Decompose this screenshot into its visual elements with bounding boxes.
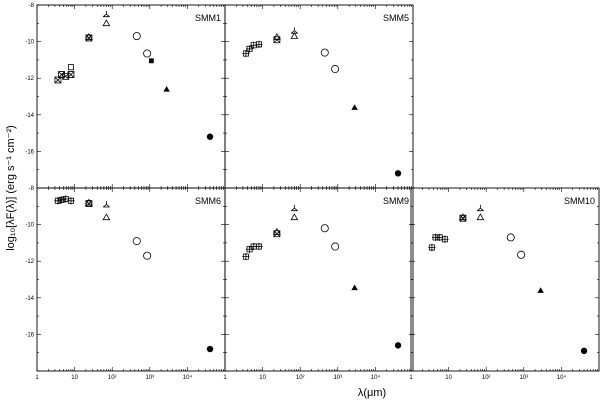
x-tick-label: 10³ bbox=[519, 375, 528, 381]
panel-frame bbox=[224, 187, 414, 372]
y-tick-label: -16 bbox=[25, 149, 34, 155]
data-point-open-triangle bbox=[476, 213, 485, 221]
data-point-tri-star bbox=[290, 27, 298, 34]
y-tick-label: -16 bbox=[25, 332, 34, 338]
data-point-open-triangle bbox=[102, 19, 111, 27]
data-point-filled-triangle bbox=[351, 104, 358, 110]
data-point-open-triangle bbox=[459, 213, 467, 221]
y-tick-label: -14 bbox=[25, 113, 34, 119]
y-tick-label: -14 bbox=[25, 296, 34, 302]
data-point-square-star bbox=[67, 197, 75, 205]
x-tick-label: 10⁴ bbox=[371, 374, 381, 381]
data-point-open-triangle bbox=[273, 33, 281, 40]
x-tick-label: 10 bbox=[71, 375, 78, 381]
panel-label: SMM9 bbox=[383, 196, 409, 206]
x-tick-label: 10 bbox=[259, 375, 266, 381]
x-tick-label: 10² bbox=[108, 375, 117, 381]
data-point-filled-circle bbox=[394, 342, 402, 349]
data-point-open-triangle bbox=[102, 213, 111, 221]
data-point-square-star bbox=[57, 196, 66, 204]
data-point-square-star bbox=[242, 253, 250, 261]
data-point-open-triangle bbox=[273, 227, 281, 235]
data-point-tri-star bbox=[476, 204, 484, 212]
data-point-open-circle bbox=[320, 224, 329, 233]
x-tick-label: 10⁴ bbox=[183, 374, 193, 381]
data-point-filled-circle bbox=[394, 170, 402, 177]
data-point-open-circle bbox=[320, 48, 329, 57]
panel-smm5: SMM5 bbox=[224, 4, 414, 189]
data-point-tri-star bbox=[102, 201, 110, 208]
data-point-open-triangle bbox=[85, 198, 93, 206]
data-point-open-circle bbox=[132, 237, 141, 246]
data-point-filled-triangle bbox=[537, 287, 544, 293]
panel-smm9: 1 10 10² 10³ 10⁴ SMM9 bbox=[223, 187, 414, 381]
data-point-filled-triangle bbox=[163, 85, 170, 92]
panel-smm6: -8 -10 -12 -14 -16 1 10 10² 10³ 10⁴ SMM6 bbox=[25, 186, 226, 381]
data-point-filled-circle bbox=[206, 133, 214, 140]
data-point-open-triangle bbox=[290, 213, 299, 221]
data-point-filled-circle bbox=[580, 347, 588, 355]
panel-label: SMM10 bbox=[564, 196, 595, 206]
data-point-square-star bbox=[441, 235, 449, 243]
x-tick-label: 10⁴ bbox=[557, 374, 567, 381]
x-tick-label: 10³ bbox=[145, 375, 154, 381]
x-tick-label: 10² bbox=[296, 375, 305, 381]
data-point-open-square bbox=[67, 64, 74, 71]
x-axis-title: λ(μm) bbox=[358, 387, 386, 399]
y-tick-label: -10 bbox=[25, 40, 34, 46]
panel-smm1: -8 -10 -12 -14 -16 SMM1 bbox=[25, 3, 226, 189]
data-point-open-circle bbox=[132, 32, 141, 41]
x-tick-label: 10 bbox=[445, 375, 452, 381]
panel-frame bbox=[410, 187, 600, 372]
panel-frame bbox=[36, 4, 226, 189]
panel-label: SMM1 bbox=[195, 13, 221, 23]
panel-frame bbox=[36, 187, 226, 372]
data-point-square-star bbox=[245, 45, 254, 53]
x-tick-label: 1 bbox=[409, 375, 413, 381]
y-axis-title: log₁₀[λF(λ)] (erg s⁻¹ cm⁻²) bbox=[5, 125, 17, 251]
panel-label: SMM6 bbox=[195, 196, 221, 206]
data-point-tri-star bbox=[102, 10, 110, 18]
data-point-square-star bbox=[242, 49, 250, 58]
data-point-open-triangle bbox=[85, 33, 93, 40]
panel-label: SMM5 bbox=[383, 13, 409, 23]
x-tick-label: 10² bbox=[482, 375, 491, 381]
data-point-open-circle bbox=[331, 65, 340, 74]
data-point-filled-square bbox=[148, 58, 154, 64]
y-tick-label: -10 bbox=[25, 223, 34, 229]
y-tick-label: -8 bbox=[29, 186, 35, 192]
x-tick-label: 10³ bbox=[333, 375, 342, 381]
data-point-open-triangle bbox=[290, 32, 299, 39]
y-tick-label: -12 bbox=[25, 76, 34, 82]
data-point-open-circle bbox=[506, 233, 515, 242]
panel-frame bbox=[224, 4, 414, 189]
data-point-square-star bbox=[255, 242, 263, 251]
data-point-star bbox=[67, 71, 75, 78]
data-point-open-circle bbox=[143, 49, 152, 58]
data-point-open-circle bbox=[331, 242, 340, 251]
data-point-open-circle bbox=[143, 251, 152, 260]
x-tick-label: 1 bbox=[223, 375, 227, 381]
data-point-filled-circle bbox=[206, 345, 214, 353]
data-point-tri-star bbox=[290, 204, 298, 212]
data-point-square-star bbox=[255, 40, 263, 48]
data-point-filled-triangle bbox=[351, 284, 358, 291]
x-tick-label: 1 bbox=[35, 375, 39, 381]
data-point-open-circle bbox=[517, 250, 526, 259]
data-point-square-star bbox=[428, 243, 436, 252]
y-tick-label: -8 bbox=[29, 3, 35, 9]
y-tick-label: -12 bbox=[25, 259, 34, 265]
panel-smm10: 1 10 10² 10³ 10⁴ SMM10 bbox=[409, 187, 600, 381]
data-point-square-star bbox=[54, 197, 62, 205]
